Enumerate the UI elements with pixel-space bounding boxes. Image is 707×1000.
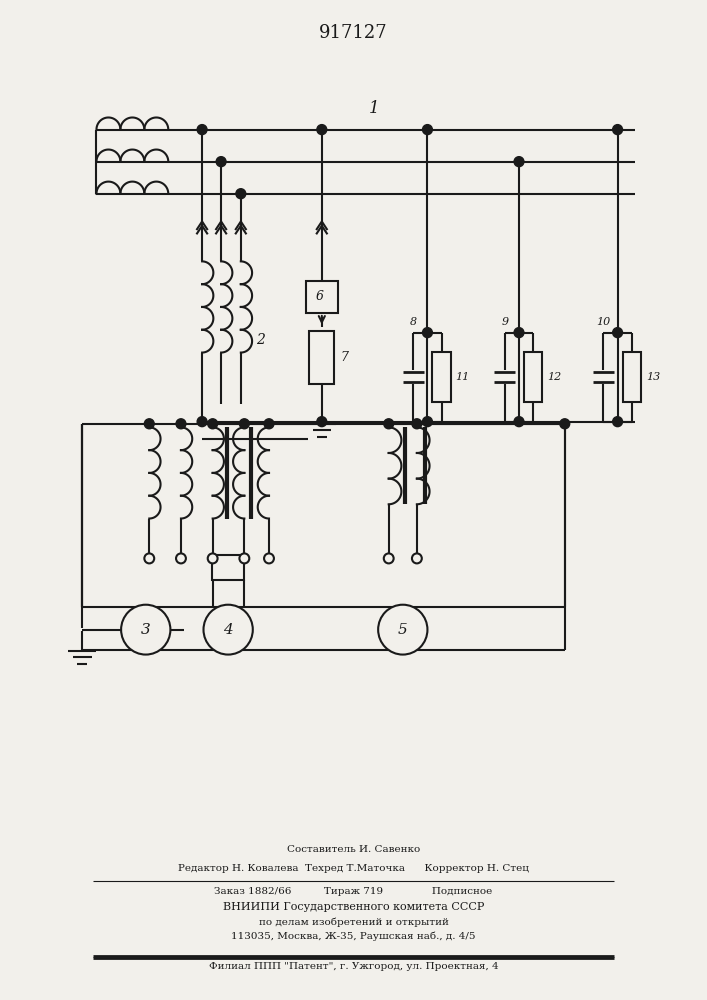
Text: 5: 5 xyxy=(398,623,408,637)
Text: Редактор Н. Ковалева  Техред Т.Маточка      Корректор Н. Стец: Редактор Н. Ковалева Техред Т.Маточка Ко… xyxy=(178,864,529,873)
Circle shape xyxy=(216,157,226,167)
Circle shape xyxy=(514,417,524,427)
Circle shape xyxy=(514,157,524,167)
Text: 3: 3 xyxy=(141,623,151,637)
Circle shape xyxy=(613,125,622,135)
Text: по делам изобретений и открытий: по делам изобретений и открытий xyxy=(259,918,448,927)
Text: 11: 11 xyxy=(455,372,470,382)
Text: Филиал ППП "Патент", г. Ужгород, ул. Проектная, 4: Филиал ППП "Патент", г. Ужгород, ул. Про… xyxy=(209,962,498,971)
Bar xyxy=(524,352,542,402)
Circle shape xyxy=(264,419,274,429)
Circle shape xyxy=(176,419,186,429)
Text: 9: 9 xyxy=(501,317,508,327)
Circle shape xyxy=(197,417,207,427)
Text: 2: 2 xyxy=(257,333,265,347)
Text: 917127: 917127 xyxy=(319,24,388,42)
Circle shape xyxy=(197,125,207,135)
Circle shape xyxy=(613,417,622,427)
Circle shape xyxy=(240,419,250,429)
Text: 6: 6 xyxy=(316,290,324,303)
Bar xyxy=(306,281,338,313)
Circle shape xyxy=(384,553,394,563)
Circle shape xyxy=(208,553,218,563)
Circle shape xyxy=(240,553,250,563)
Bar xyxy=(212,555,244,580)
Circle shape xyxy=(121,605,170,655)
Circle shape xyxy=(144,553,154,563)
Circle shape xyxy=(613,328,622,338)
Text: Заказ 1882/66          Тираж 719               Подписное: Заказ 1882/66 Тираж 719 Подписное xyxy=(214,887,493,896)
Circle shape xyxy=(514,328,524,338)
Circle shape xyxy=(144,419,154,429)
Bar xyxy=(622,352,641,402)
Text: 1: 1 xyxy=(369,100,380,117)
Circle shape xyxy=(378,605,428,655)
Text: Составитель И. Савенко: Составитель И. Савенко xyxy=(287,845,420,854)
Bar xyxy=(433,352,450,402)
Text: 12: 12 xyxy=(547,372,561,382)
Circle shape xyxy=(423,328,433,338)
Circle shape xyxy=(204,605,253,655)
Text: 7: 7 xyxy=(341,351,349,364)
Circle shape xyxy=(317,417,327,427)
Bar xyxy=(310,331,334,384)
Circle shape xyxy=(423,125,433,135)
Text: 10: 10 xyxy=(597,317,611,327)
Text: 13: 13 xyxy=(645,372,660,382)
Circle shape xyxy=(412,553,422,563)
Circle shape xyxy=(560,419,570,429)
Circle shape xyxy=(412,419,422,429)
Circle shape xyxy=(264,553,274,563)
Circle shape xyxy=(176,553,186,563)
Text: ВНИИПИ Государственного комитета СССР: ВНИИПИ Государственного комитета СССР xyxy=(223,902,484,912)
Circle shape xyxy=(236,189,246,199)
Circle shape xyxy=(423,417,433,427)
Circle shape xyxy=(384,419,394,429)
Circle shape xyxy=(317,125,327,135)
Text: 8: 8 xyxy=(410,317,417,327)
Text: 4: 4 xyxy=(223,623,233,637)
Circle shape xyxy=(208,419,218,429)
Text: 113035, Москва, Ж-35, Раушская наб., д. 4/5: 113035, Москва, Ж-35, Раушская наб., д. … xyxy=(231,932,476,941)
